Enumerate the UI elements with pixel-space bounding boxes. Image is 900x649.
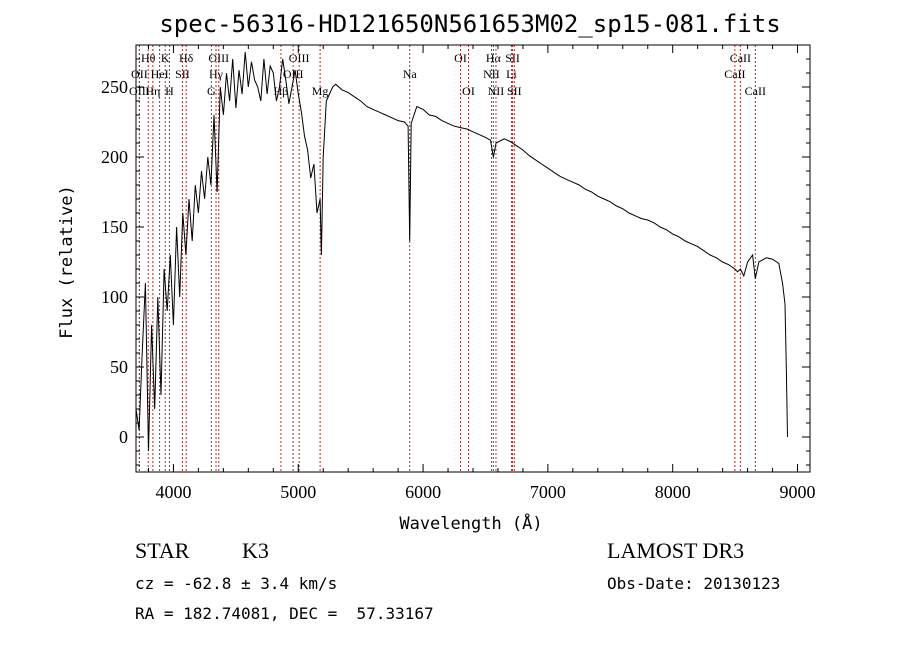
spectral-line-label: Hθ — [141, 51, 156, 65]
x-tick-label: 8000 — [655, 482, 691, 502]
spectral-line-label: Hα — [486, 51, 502, 65]
spectral-subclass: K3 — [242, 538, 269, 563]
spectral-line-label: SII — [507, 84, 522, 98]
x-axis-label: Wavelength (Å) — [399, 512, 542, 534]
spectral-line-label: OIII — [283, 67, 304, 81]
survey-name: LAMOST DR3 — [607, 538, 745, 563]
spectral-line-label: OIII — [129, 84, 150, 98]
y-tick-label: 250 — [101, 77, 128, 97]
spectral-line-label: H — [165, 84, 174, 98]
y-axis-label: Flux (relative) — [57, 185, 77, 339]
x-tick-label: 7000 — [530, 482, 566, 502]
spectral-line-label: OIII — [208, 51, 229, 65]
y-tick-label: 150 — [101, 217, 128, 237]
x-tick-label: 6000 — [405, 482, 441, 502]
observation-date: Obs-Date: 20130123 — [607, 574, 781, 593]
spectral-line-label: K — [161, 51, 170, 65]
spectral-line-label: CaII — [730, 51, 751, 65]
coordinates: RA = 182.74081, DEC = 57.33167 — [135, 604, 434, 623]
spectral-line-label: G — [207, 84, 216, 98]
spectral-line-label: OI — [462, 84, 475, 98]
y-tick-label: 50 — [110, 357, 128, 377]
x-tick-label: 5000 — [280, 482, 316, 502]
redshift-value: cz = -62.8 ± 3.4 km/s — [135, 574, 338, 593]
spectral-line-label: Na — [403, 67, 418, 81]
spectral-line-label: CaII — [745, 84, 766, 98]
chart-title: spec-56316-HD121650N561653M02_sp15-081.f… — [159, 10, 780, 38]
spectral-line-label: Hη — [145, 84, 160, 98]
spectral-line-label: SII — [505, 51, 520, 65]
spectral-line-label: Hδ — [179, 51, 194, 65]
x-tick-label: 4000 — [155, 482, 191, 502]
spectral-line-label: Mg — [312, 84, 329, 98]
spectral-line-label: CaII — [724, 67, 745, 81]
spectral-line-label: NII — [483, 67, 500, 81]
object-type: STAR — [135, 538, 190, 563]
x-tick-label: 9000 — [780, 482, 816, 502]
y-tick-label: 0 — [119, 427, 128, 447]
spectrum-line — [135, 51, 788, 452]
spectral-line-label: HeI — [151, 67, 169, 81]
spectral-line-label: OIII — [289, 51, 310, 65]
spectral-line-label: OI — [454, 51, 467, 65]
y-tick-label: 200 — [101, 147, 128, 167]
spectral-line-label: Li — [506, 67, 517, 81]
spectral-line-label: Hβ — [274, 84, 289, 98]
spectral-line-label: Hγ — [209, 67, 224, 81]
plot-frame — [135, 44, 811, 473]
spectral-line-label: SII — [175, 67, 190, 81]
y-tick-label: 100 — [101, 287, 128, 307]
axis-ticks-layer: 4000 5000 6000 7000 8000 9000 0 50 100 150 200 250 — [101, 45, 816, 502]
spectral-line-label: NII — [488, 84, 505, 98]
